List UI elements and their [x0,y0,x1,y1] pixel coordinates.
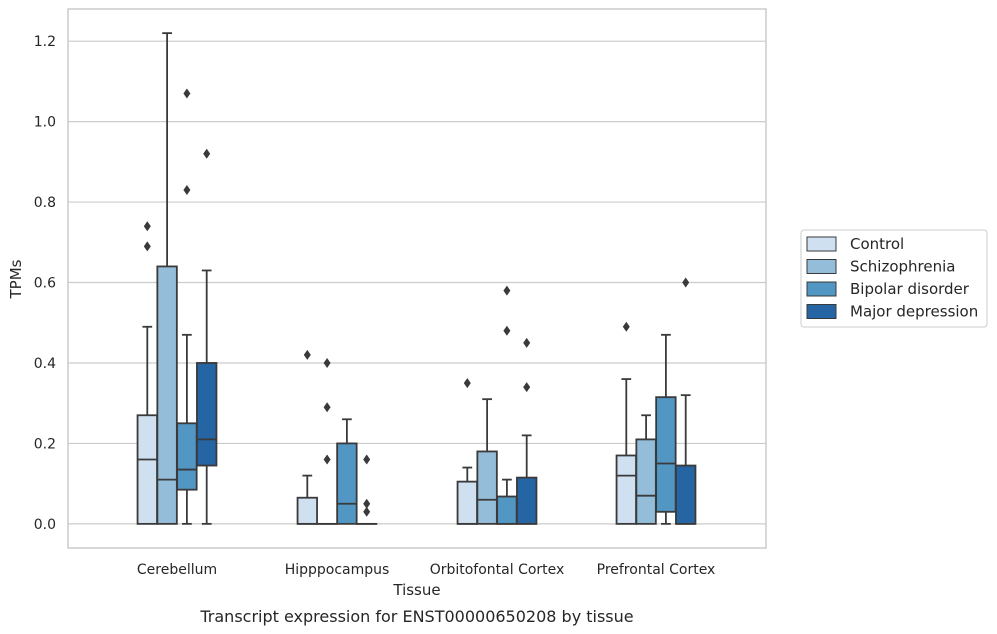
box-schizophrenia [156,32,178,525]
box-body [456,480,478,525]
outlier-point [303,349,311,360]
y-tick-label: 0.0 [34,517,56,533]
outlier-point [523,382,531,393]
box-groups [136,32,697,525]
box-major-depression [675,277,697,525]
outlier-point [503,325,511,336]
box-control [296,349,318,525]
outlier-point [323,357,331,368]
box-body [496,495,518,525]
outlier-point [503,285,511,296]
outlier-point [363,498,371,509]
outlier-point [622,321,630,332]
outlier-point [143,221,151,232]
legend-swatch [806,259,837,274]
outlier-point [183,88,191,99]
y-axis-title: TPMs [7,259,25,299]
box-body [655,396,677,513]
box-body [136,414,158,525]
y-tick-labels: 0.0 0.2 0.4 0.6 0.8 1.0 1.2 [34,34,56,533]
box-bipolar-disorder [496,285,518,525]
box-major-depression [196,148,218,525]
box-bipolar-disorder [655,333,677,525]
legend-label: Schizophrenia [850,258,955,276]
x-tick-label: Cerebellum [137,562,217,578]
outlier-point [183,185,191,196]
y-tick-label: 0.6 [34,276,56,292]
box-control [136,221,158,525]
x-axis-title: Tissue [392,581,440,599]
x-tick-label: Orbitofontal Cortex [430,562,565,578]
legend-label: Bipolar disorder [850,280,970,298]
x-tick-label: Hipppocampus [285,562,390,578]
legend: Control Schizophrenia Bipolar disorder Majo… [800,229,988,328]
outlier-point [463,378,471,389]
outlier-point [203,148,211,159]
legend-frame [800,229,988,328]
box-body [156,265,178,525]
legend-label: Major depression [850,303,978,321]
box-body [176,422,198,491]
box-schizophrenia [476,398,498,525]
legend-label: Control [850,235,904,253]
outlier-point [323,454,331,465]
outlier-point [363,506,371,517]
box-body [615,454,637,525]
outlier-point [323,402,331,413]
box-body [336,442,358,525]
x-tick-labels: Cerebellum Hipppocampus Orbitofontal Corte… [137,562,715,578]
outlier-point [523,337,531,348]
box-bipolar-disorder [176,88,198,525]
y-tick-label: 0.2 [34,436,56,452]
outlier-point [363,454,371,465]
y-tick-label: 1.2 [34,34,56,50]
y-tick-label: 0.4 [34,356,56,372]
box-major-depression [516,337,538,525]
legend-swatch [806,236,837,252]
legend-swatch [806,304,837,319]
plot-frame [67,8,767,549]
box-body [296,496,318,525]
box-body [516,476,538,525]
box-body [196,362,218,467]
outlier-point [682,277,690,288]
legend-swatch [806,281,837,297]
outlier-point [143,241,151,252]
chart-caption: Transcript expression for ENST0000065020… [199,607,633,626]
box-control [456,378,478,525]
x-tick-label: Prefrontal Cortex [597,562,716,578]
y-tick-label: 1.0 [34,115,56,131]
box-body [476,450,498,525]
box-body [635,438,657,525]
box-major-depression [356,454,378,525]
box-bipolar-disorder [336,418,358,525]
y-tick-label: 0.8 [34,195,56,211]
box-body [675,464,697,525]
